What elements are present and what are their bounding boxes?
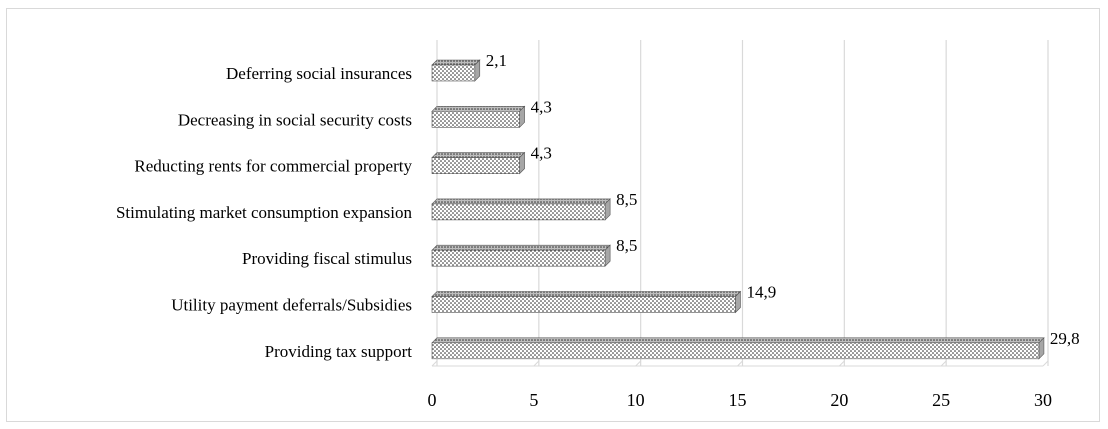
category-label: Utility payment deferrals/Subsidies xyxy=(171,296,412,315)
gridline-depth xyxy=(431,360,438,367)
bar xyxy=(431,249,606,267)
x-axis-tick-labels: 0 5 10 15 20 25 30 xyxy=(428,390,1053,410)
x-tick-label: 0 xyxy=(428,390,437,410)
gridline-depth xyxy=(940,360,947,367)
gridline-depth xyxy=(533,360,540,367)
bar-top-face xyxy=(431,291,742,297)
value-label: 4,3 xyxy=(531,144,552,163)
category-label: Deferring social insurances xyxy=(226,64,412,83)
value-label: 29,8 xyxy=(1050,329,1080,348)
bar-top-face xyxy=(431,152,526,158)
bar-top-face xyxy=(431,59,481,66)
value-label: 8,5 xyxy=(616,236,637,255)
bar-top-face xyxy=(431,244,611,251)
value-label: 8,5 xyxy=(616,190,637,209)
bar xyxy=(431,203,606,221)
x-tick-label: 15 xyxy=(729,390,747,410)
x-tick-label: 20 xyxy=(830,390,848,410)
value-label: 4,3 xyxy=(531,97,552,116)
bar-top-face xyxy=(431,337,1045,344)
x-tick-label: 30 xyxy=(1034,390,1052,410)
category-label: Decreasing in social security costs xyxy=(178,110,412,129)
bar xyxy=(431,342,1040,360)
bar xyxy=(431,64,476,82)
gridline-depth xyxy=(737,360,743,367)
bar xyxy=(431,296,736,313)
value-label: 2,1 xyxy=(486,51,507,70)
x-tick-label: 10 xyxy=(627,390,645,410)
gridline-depth xyxy=(635,360,642,367)
category-label: Reducting rents for commercial property xyxy=(134,157,412,176)
bars xyxy=(431,59,1045,360)
bar-top-face xyxy=(431,198,611,205)
x-tick-label: 25 xyxy=(932,390,950,410)
category-label: Providing tax support xyxy=(265,342,413,361)
category-label: Providing fiscal stimulus xyxy=(242,249,412,268)
bar-top-face xyxy=(431,106,526,112)
value-label: 14,9 xyxy=(746,283,776,302)
gridline-depth xyxy=(838,360,845,367)
value-labels: 2,1 4,3 4,3 8,5 8,5 14,9 29,8 xyxy=(486,51,1080,348)
gridline-depth xyxy=(1042,360,1049,367)
bar xyxy=(431,157,520,174)
category-labels: Deferring social insurances Decreasing in… xyxy=(116,64,413,361)
x-tick-label: 5 xyxy=(529,390,538,410)
category-label: Stimulating market consumption expansion xyxy=(116,203,413,222)
bar xyxy=(431,111,520,128)
